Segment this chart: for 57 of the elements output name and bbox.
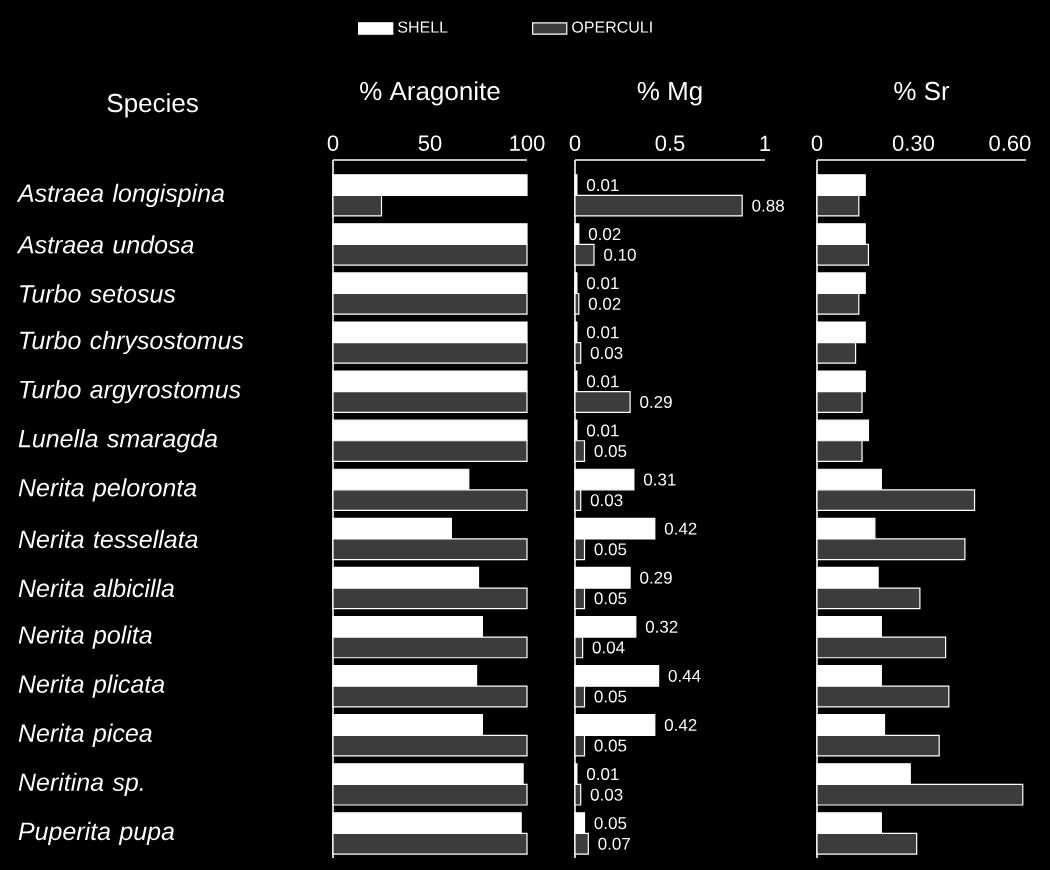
y-tick-label: Nerita albicilla	[18, 578, 175, 598]
y-tick-label: Neritina sp.	[18, 772, 143, 797]
y-tick-label: Astraea undosa	[16, 235, 194, 254]
y-tick-label: Lunella smaragda	[18, 429, 218, 453]
data-label: 0.88	[752, 199, 784, 212]
data-label: 0.01	[586, 277, 619, 290]
x-tick-label: 50	[418, 135, 442, 151]
data-label: 0.03	[590, 494, 623, 507]
data-label: 0.01	[586, 326, 619, 339]
y-axis-title: Species	[107, 93, 198, 118]
data-label: 0.01	[586, 424, 619, 437]
chart-title: % Mg	[637, 81, 702, 106]
y-tick-label: Turbo chrysostomus	[20, 330, 244, 355]
x-tick-label: 0	[811, 135, 823, 151]
x-tick-label: 0.60	[989, 135, 1031, 151]
data-label: 0.44	[668, 669, 701, 682]
y-tick-label: Nerita picea	[18, 723, 152, 747]
data-label: 0.03	[590, 788, 623, 801]
x-tick-label: 0	[327, 135, 339, 151]
chart-title: % Sr	[894, 81, 950, 101]
y-tick-label: Nerita peloronta	[18, 478, 197, 502]
data-label: 0.04	[592, 641, 625, 654]
x-tick-label: 1	[760, 135, 771, 151]
chart-title: % Aragonite	[360, 81, 500, 106]
data-label: 0.02	[588, 297, 621, 310]
legend-label: OPERCULI	[572, 21, 652, 33]
data-label: 0.02	[588, 228, 621, 241]
data-label: 0.42	[664, 718, 697, 731]
y-tick-label: Turbo setosus	[20, 284, 176, 303]
x-tick-label: 0.5	[655, 135, 685, 151]
y-tick-label: Puperita pupa	[18, 821, 175, 846]
x-tick-label: 100	[510, 135, 545, 151]
data-label: 0.05	[594, 817, 627, 830]
data-label: 0.32	[645, 620, 678, 633]
y-tick-label: Turbo argyrostomus	[20, 380, 241, 404]
x-tick-label: 0	[569, 135, 581, 151]
data-label: 0.29	[640, 395, 672, 408]
data-label: 0.29	[640, 571, 672, 584]
data-label: 0.05	[594, 543, 627, 556]
x-tick-label: 0.30	[892, 135, 934, 151]
legend-label: SHELL	[398, 21, 448, 33]
data-label: 0.10	[604, 248, 636, 261]
data-label: 0.05	[594, 690, 627, 703]
data-label: 0.05	[594, 445, 627, 458]
data-label: 0.07	[598, 837, 630, 850]
y-tick-label: Nerita tessellata	[18, 529, 198, 549]
data-label: 0.05	[594, 739, 627, 752]
data-label: 0.01	[586, 768, 619, 781]
data-label: 0.42	[664, 522, 697, 535]
y-tick-label: Nerita polita	[18, 625, 152, 649]
data-label: 0.03	[590, 346, 623, 359]
y-tick-label: Astraea longispina	[16, 183, 225, 207]
data-label: 0.05	[594, 592, 627, 605]
y-tick-label: Nerita plicata	[18, 674, 165, 698]
data-label: 0.31	[643, 473, 676, 486]
data-label: 0.01	[586, 179, 619, 192]
data-label: 0.01	[586, 375, 619, 388]
